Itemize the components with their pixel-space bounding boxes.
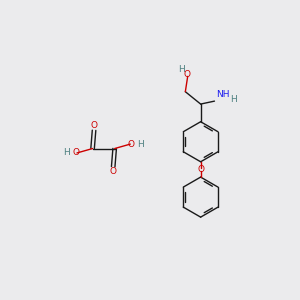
Text: H: H <box>137 140 144 148</box>
Text: H: H <box>178 65 184 74</box>
Text: H: H <box>63 148 70 158</box>
Text: O: O <box>73 148 80 158</box>
Text: O: O <box>91 121 98 130</box>
Text: O: O <box>110 167 117 176</box>
Text: H: H <box>230 95 237 104</box>
Text: O: O <box>128 140 135 148</box>
Text: NH: NH <box>216 90 229 99</box>
Text: O: O <box>184 70 190 80</box>
Text: O: O <box>197 165 204 174</box>
